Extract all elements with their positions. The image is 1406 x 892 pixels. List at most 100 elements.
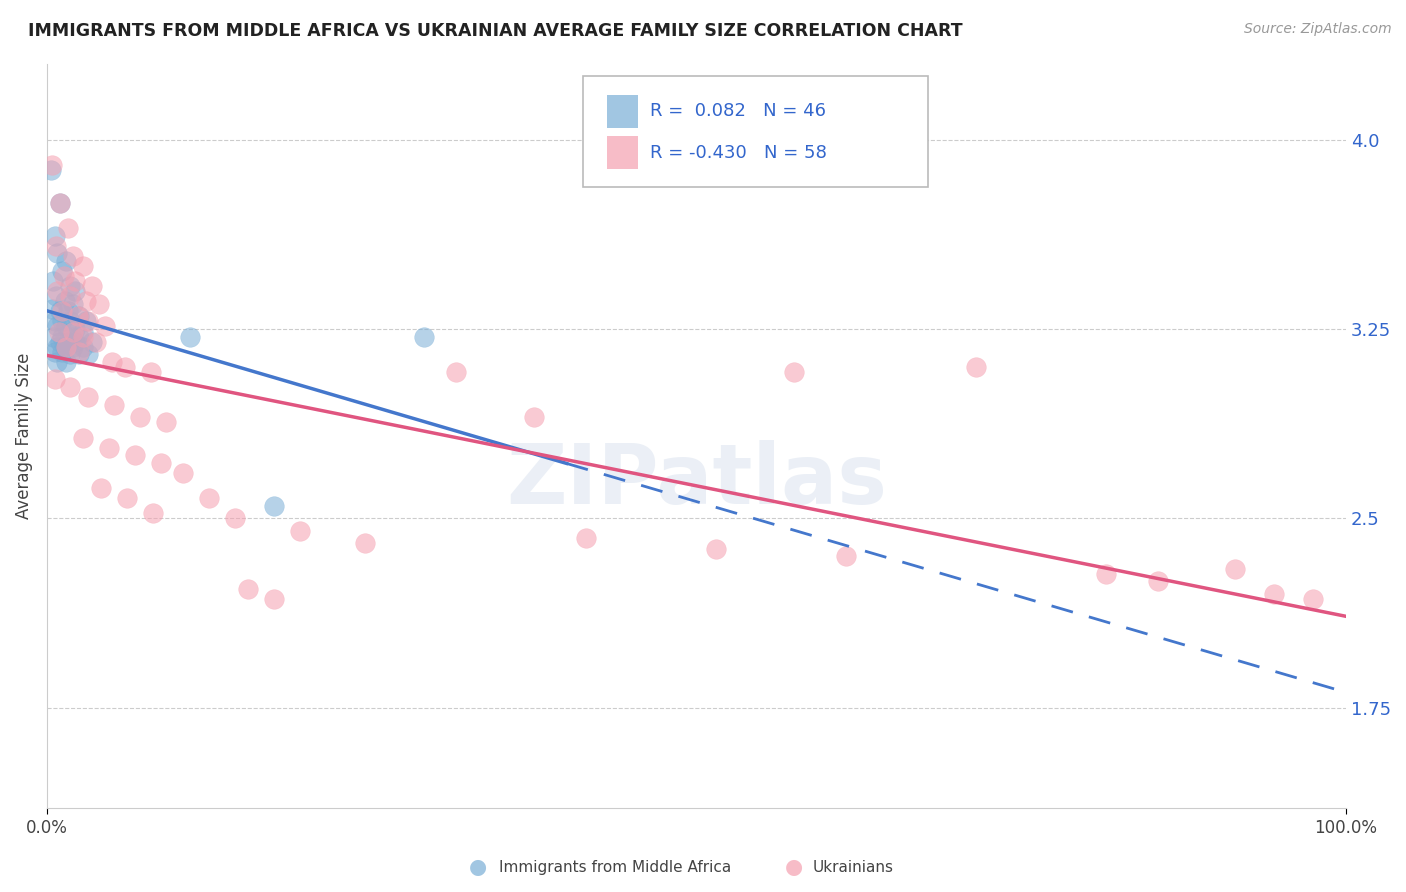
- Point: [59, 279, 82, 293]
- Point: [65, 284, 87, 298]
- Point: [46, 355, 69, 369]
- Point: [62, 340, 84, 354]
- Point: [72, 259, 94, 273]
- Point: [55, 319, 77, 334]
- Point: [90, 481, 112, 495]
- Point: [45, 289, 67, 303]
- Point: [72, 329, 94, 343]
- Point: [1302, 592, 1324, 607]
- Point: [51, 344, 73, 359]
- Point: [114, 359, 136, 374]
- Point: [59, 289, 82, 303]
- Text: R = -0.430   N = 58: R = -0.430 N = 58: [650, 144, 827, 161]
- Point: [49, 304, 72, 318]
- Point: [56, 304, 79, 318]
- Point: [55, 253, 77, 268]
- Point: [41, 301, 63, 316]
- Point: [56, 221, 79, 235]
- Point: [44, 314, 66, 328]
- Text: ZIPatlas: ZIPatlas: [506, 441, 887, 522]
- Point: [67, 310, 90, 324]
- Point: [129, 410, 152, 425]
- Point: [354, 536, 377, 550]
- Point: [290, 524, 312, 538]
- Point: [44, 372, 66, 386]
- Point: [51, 329, 73, 343]
- Point: [1263, 587, 1285, 601]
- Text: Ukrainians: Ukrainians: [813, 860, 894, 874]
- Point: [59, 314, 82, 328]
- Point: [150, 456, 173, 470]
- Point: [198, 491, 221, 505]
- Point: [94, 319, 117, 334]
- Point: [51, 304, 73, 318]
- Point: [263, 499, 285, 513]
- Text: Source: ZipAtlas.com: Source: ZipAtlas.com: [1244, 22, 1392, 37]
- Point: [67, 329, 90, 343]
- Point: [62, 325, 84, 339]
- Point: [67, 344, 90, 359]
- Point: [49, 334, 72, 349]
- Point: [49, 195, 72, 210]
- Point: [55, 340, 77, 354]
- Point: [62, 249, 84, 263]
- Point: [67, 347, 90, 361]
- Point: [75, 294, 97, 309]
- Point: [1146, 574, 1168, 589]
- Point: [42, 329, 65, 343]
- Point: [444, 365, 467, 379]
- Point: [39, 163, 62, 178]
- Point: [142, 506, 165, 520]
- Point: [56, 334, 79, 349]
- Point: [98, 441, 121, 455]
- Point: [783, 365, 806, 379]
- Point: [46, 284, 69, 298]
- Point: [46, 319, 69, 334]
- Point: [52, 268, 75, 283]
- Point: [965, 359, 987, 374]
- Point: [117, 491, 139, 505]
- Point: [77, 390, 100, 404]
- Point: [46, 340, 69, 354]
- Point: [65, 274, 87, 288]
- Point: [45, 238, 67, 252]
- Point: [60, 329, 83, 343]
- Y-axis label: Average Family Size: Average Family Size: [15, 353, 32, 519]
- Text: ●: ●: [786, 857, 803, 877]
- Point: [1094, 566, 1116, 581]
- Point: [65, 334, 87, 349]
- Point: [835, 549, 858, 563]
- Point: [412, 329, 434, 343]
- Point: [49, 195, 72, 210]
- Point: [84, 334, 107, 349]
- Point: [82, 279, 104, 293]
- Text: R =  0.082   N = 46: R = 0.082 N = 46: [650, 103, 825, 120]
- Point: [704, 541, 727, 556]
- Point: [55, 355, 77, 369]
- Point: [172, 466, 194, 480]
- Point: [155, 416, 177, 430]
- Point: [41, 158, 63, 172]
- Point: [238, 582, 260, 596]
- Point: [48, 325, 70, 339]
- Point: [46, 246, 69, 260]
- Point: [224, 511, 246, 525]
- Point: [101, 355, 124, 369]
- Point: [82, 334, 104, 349]
- Text: Immigrants from Middle Africa: Immigrants from Middle Africa: [499, 860, 731, 874]
- Point: [75, 314, 97, 328]
- Point: [1225, 562, 1247, 576]
- Point: [62, 297, 84, 311]
- Point: [575, 532, 598, 546]
- Point: [42, 274, 65, 288]
- Text: IMMIGRANTS FROM MIDDLE AFRICA VS UKRAINIAN AVERAGE FAMILY SIZE CORRELATION CHART: IMMIGRANTS FROM MIDDLE AFRICA VS UKRAINI…: [28, 22, 963, 40]
- Point: [103, 398, 125, 412]
- Text: ●: ●: [470, 857, 486, 877]
- Point: [72, 340, 94, 354]
- Point: [72, 325, 94, 339]
- Point: [59, 380, 82, 394]
- Point: [77, 347, 100, 361]
- Point: [51, 314, 73, 328]
- Point: [87, 297, 110, 311]
- Point: [263, 592, 285, 607]
